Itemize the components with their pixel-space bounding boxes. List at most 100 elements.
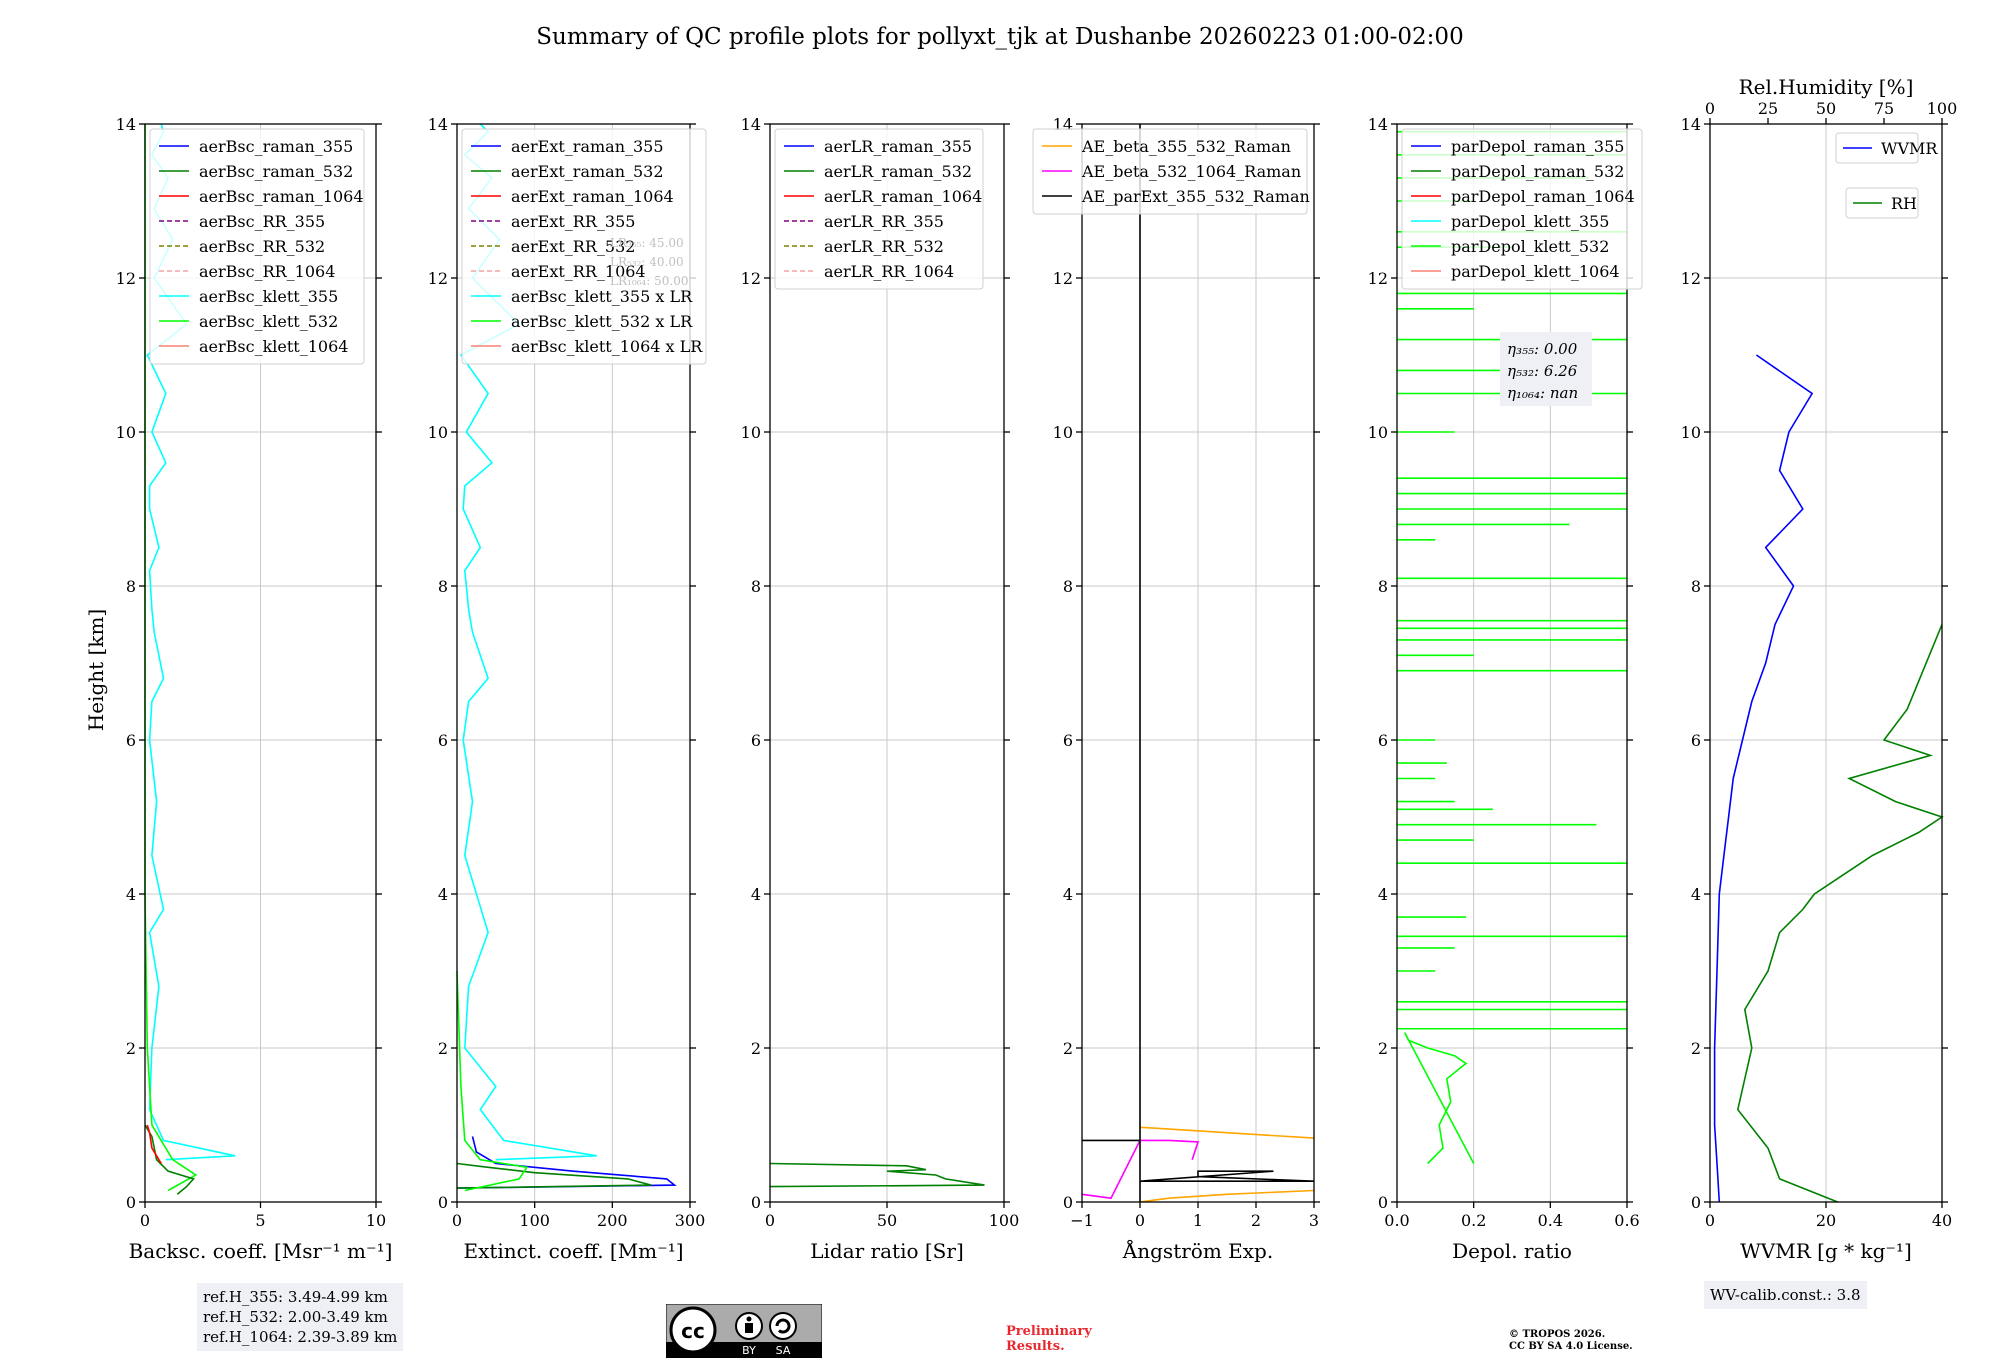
y-tick-label: 8 — [438, 577, 448, 596]
y-tick-label: 10 — [116, 423, 136, 442]
legend-label: aerBsc_RR_532 — [199, 237, 325, 256]
x-tick-label: 5 — [255, 1211, 265, 1230]
y-tick-label: 2 — [1691, 1039, 1701, 1058]
y-tick-label: 14 — [741, 115, 761, 134]
y-tick-label: 4 — [1063, 885, 1073, 904]
y-tick-label: 8 — [1378, 577, 1388, 596]
legend-label: aerBsc_RR_1064 — [199, 262, 335, 281]
y-tick-label: 12 — [1368, 269, 1388, 288]
panel-depol: 0.0 0.2 0.4 0.6 0 2 4 6 8 10 12 14 Depol. ratio parDe… — [1368, 115, 1643, 1263]
cc-license-badge: cc BY SA — [666, 1304, 822, 1358]
y-tick-label: 10 — [741, 423, 761, 442]
legend-label: AE_parExt_355_532_Raman — [1081, 187, 1310, 206]
x-tick-label: 0.4 — [1538, 1211, 1563, 1230]
x-tick-label: 0 — [140, 1211, 150, 1230]
y-tick-label: 2 — [438, 1039, 448, 1058]
sa-label: SA — [776, 1344, 791, 1357]
preliminary-line1: Preliminary — [1006, 1324, 1092, 1339]
lr-annotation: LR₃₅₅: 45.00 — [610, 236, 684, 250]
legend-label: parDepol_raman_532 — [1451, 162, 1624, 181]
legend-label: aerExt_raman_532 — [511, 162, 664, 181]
legend-label: parDepol_klett_355 — [1451, 212, 1609, 231]
axes-frame — [1396, 123, 1628, 1203]
legend-label: parDepol_raman_1064 — [1451, 187, 1635, 206]
y-tick-label: 14 — [428, 115, 448, 134]
y-tick-label: 10 — [1368, 423, 1388, 442]
y-tick-label: 2 — [1063, 1039, 1073, 1058]
y-tick-label: 10 — [1053, 423, 1073, 442]
wv-calib-box: WV-calib.const.: 3.8 — [1704, 1281, 1867, 1309]
ref-height-532: ref.H_532: 2.00-3.49 km — [203, 1308, 388, 1326]
top-tick-label: 25 — [1758, 99, 1778, 118]
x-tick-label: 0 — [452, 1211, 462, 1230]
legend-label: aerLR_RR_355 — [824, 212, 944, 231]
legend-label: AE_beta_532_1064_Raman — [1081, 162, 1301, 181]
top-tick-label: 50 — [1816, 99, 1836, 118]
y-tick-label: 6 — [1378, 731, 1388, 750]
axes-frame — [456, 123, 691, 1203]
legend-box — [461, 128, 707, 365]
y-tick-label: 0 — [126, 1193, 136, 1212]
y-tick-label: 14 — [116, 115, 136, 134]
x-tick-label: 0.6 — [1614, 1211, 1639, 1230]
series-line-aerExt_raman_532 — [456, 1162, 652, 1189]
lr-annotation: LR₁₀₆₄: 50.00 — [610, 274, 688, 288]
legend-box — [774, 128, 984, 290]
y-tick-label: 2 — [1378, 1039, 1388, 1058]
series-line-aerBsc_raman_1064 — [146, 1124, 162, 1164]
x-tick-label: 40 — [1932, 1211, 1952, 1230]
y-tick-label: 4 — [438, 885, 448, 904]
preliminary-note: Preliminary Results. — [1006, 1324, 1092, 1354]
x-axis-label: Extinct. coeff. [Mm⁻¹] — [463, 1239, 683, 1263]
y-tick-label: 6 — [751, 731, 761, 750]
legend-label: aerBsc_klett_532 x LR — [511, 312, 693, 331]
x-tick-label: 1 — [1193, 1211, 1203, 1230]
legend-label: aerLR_RR_532 — [824, 237, 944, 256]
panel-extinction: 0 100 200 300 0 2 4 6 8 10 12 14 Extinct. coeff. [Mm… — [428, 115, 707, 1263]
series-line-AE_beta_355_532_Raman-upper — [1139, 1126, 1315, 1139]
y-tick-label: 2 — [126, 1039, 136, 1058]
legend-label: aerLR_raman_1064 — [824, 187, 982, 206]
ref-height-355: ref.H_355: 3.49-4.99 km — [203, 1288, 388, 1306]
y-tick-label: 10 — [428, 423, 448, 442]
sa-icon — [769, 1312, 797, 1340]
top-tick-label: 0 — [1705, 99, 1715, 118]
series-line-aerLR_raman_532 — [769, 1162, 985, 1188]
legend-label: aerBsc_klett_532 — [199, 312, 338, 331]
preliminary-line2: Results. — [1006, 1339, 1065, 1354]
y-tick-label: 6 — [1063, 731, 1073, 750]
y-tick-label: 12 — [741, 269, 761, 288]
copyright-line1: © TROPOS 2026. — [1509, 1329, 1606, 1340]
legend-label: aerBsc_klett_355 — [199, 287, 338, 306]
y-tick-label: 12 — [1681, 269, 1701, 288]
y-tick-label: 0 — [438, 1193, 448, 1212]
eta-value: η₁₀₆₄: nan — [1507, 384, 1578, 402]
legend-label: aerBsc_klett_355 x LR — [511, 287, 693, 306]
x-tick-label: 10 — [366, 1211, 386, 1230]
by-label: BY — [742, 1344, 756, 1357]
legend-label: aerExt_raman_355 — [511, 137, 664, 156]
x-tick-label: 50 — [877, 1211, 897, 1230]
legend-label: parDepol_klett_1064 — [1451, 262, 1620, 281]
legend-label: aerBsc_raman_1064 — [199, 187, 364, 206]
y-tick-label: 4 — [751, 885, 761, 904]
y-tick-label: 6 — [1691, 731, 1701, 750]
y-tick-label: 8 — [751, 577, 761, 596]
legend-label: aerBsc_RR_355 — [199, 212, 325, 231]
legend-label: aerExt_RR_1064 — [511, 262, 646, 281]
y-tick-label: 14 — [1368, 115, 1388, 134]
y-tick-label: 8 — [1691, 577, 1701, 596]
x-tick-label: 0 — [765, 1211, 775, 1230]
x-axis-label: Ångström Exp. — [1122, 1238, 1273, 1263]
y-tick-label: 6 — [438, 731, 448, 750]
x-tick-label: 100 — [989, 1211, 1020, 1230]
y-tick-label: 8 — [126, 577, 136, 596]
x-axis-label: Backsc. coeff. [Msr⁻¹ m⁻¹] — [129, 1239, 393, 1263]
wv-calib-text: WV-calib.const.: 3.8 — [1710, 1286, 1861, 1304]
series-line-parDepol_klett_532-profile — [1403, 1032, 1475, 1165]
eta-value: η₅₃₂: 6.26 — [1507, 362, 1578, 380]
legend-label: aerExt_RR_355 — [511, 212, 635, 231]
series-line-aerBsc_klett_532-x-LR — [456, 970, 529, 1192]
